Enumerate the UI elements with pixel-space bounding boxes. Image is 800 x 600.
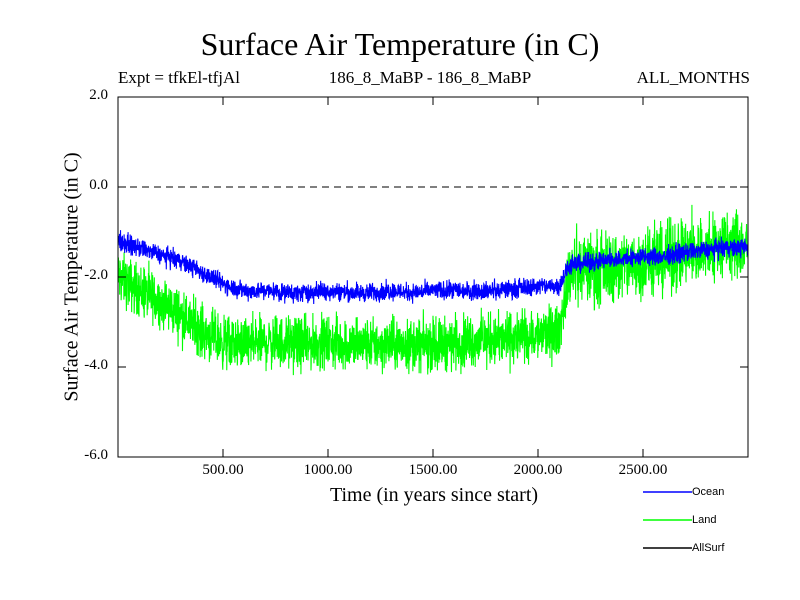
months-label: ALL_MONTHS [636, 68, 750, 87]
x-tick-label: 2500.00 [618, 462, 668, 478]
x-tick-label: 500.00 [202, 462, 244, 478]
x-tick-label: 1500.00 [408, 462, 458, 478]
y-tick-label: -4.0 [84, 357, 108, 373]
x-tick-label: 2000.00 [513, 462, 563, 478]
legend-label-ocean: Ocean [692, 486, 725, 498]
y-tick-label: -6.0 [84, 447, 108, 463]
x-axis-label: Time (in years since start) [329, 484, 539, 506]
series-layer [118, 204, 748, 376]
chart-title: Surface Air Temperature (in C) [200, 26, 600, 62]
period-label: 186_8_MaBP - 186_8_MaBP [328, 68, 532, 87]
series-line-land [118, 204, 748, 376]
experiment-label: Expt = tfkEl-tfjAl [118, 68, 240, 87]
y-tick-label: -2.0 [84, 267, 108, 283]
x-tick-label: 1000.00 [303, 462, 353, 478]
tick-marks [118, 96, 748, 458]
y-tick-label: 2.0 [89, 87, 108, 103]
series-line-ocean [118, 230, 748, 305]
y-tick-label: 0.0 [89, 177, 108, 193]
legend-swatches [643, 491, 692, 549]
legend-label-allsurf: AllSurf [692, 542, 725, 554]
legend-label-land: Land [692, 514, 717, 526]
